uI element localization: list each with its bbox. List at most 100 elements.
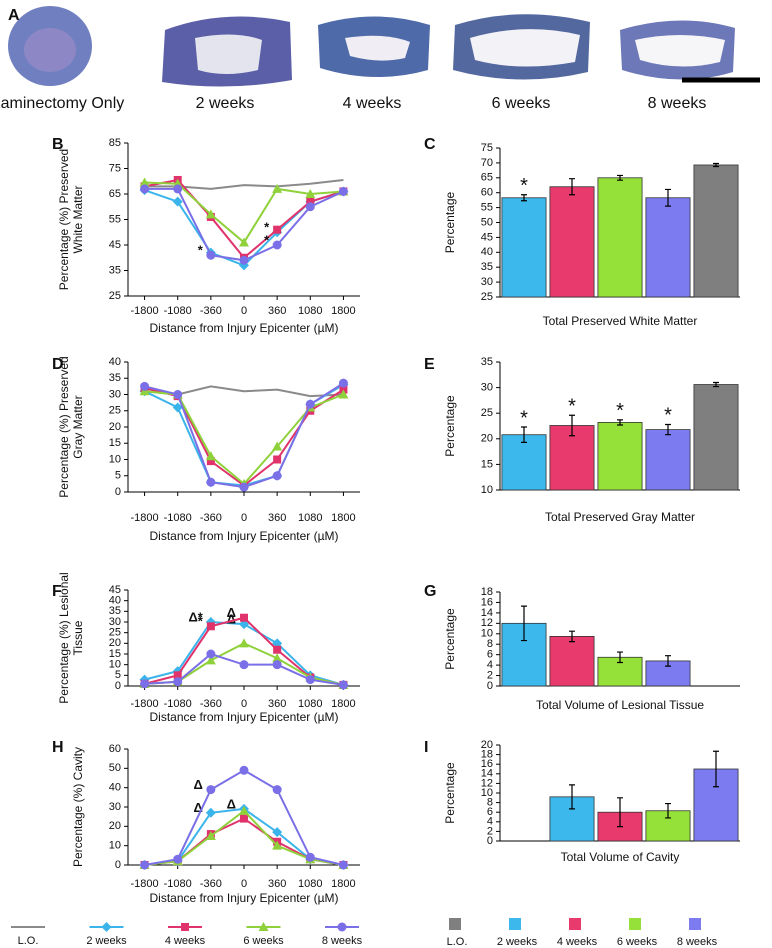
y-axis-label: Tissue: [71, 620, 85, 655]
x-tick-label: -1080: [164, 878, 192, 890]
x-tick-label: 1800: [331, 512, 355, 524]
section-image: [345, 35, 410, 61]
y-tick-label: 50: [109, 762, 121, 774]
marker: [172, 402, 183, 413]
marker: [101, 922, 112, 932]
panel-label: G: [424, 583, 436, 600]
marker: [272, 441, 283, 451]
y-tick-label: 14: [481, 768, 493, 780]
error-bar: [569, 178, 575, 196]
error-bar: [569, 414, 575, 437]
y-tick-label: 0: [487, 680, 493, 692]
y-axis-label: Percentage: [443, 762, 457, 824]
x-tick-label: 0: [241, 512, 247, 524]
annotation: *: [198, 614, 204, 629]
marker: [239, 765, 249, 775]
marker: [140, 184, 150, 194]
y-tick-label: 55: [109, 213, 121, 225]
y-tick-label: 30: [109, 388, 121, 400]
y-tick-label: 35: [109, 264, 121, 276]
marker: [306, 197, 315, 206]
error-bar: [521, 426, 527, 443]
y-tick-label: 8: [487, 638, 493, 650]
panel-label: I: [424, 739, 428, 756]
marker: [206, 649, 216, 659]
panel-label: B: [52, 136, 64, 153]
y-axis-label: Percentage: [443, 608, 457, 670]
y-tick-label: 10: [481, 628, 493, 640]
y-tick-label: 0: [487, 835, 493, 847]
annotation: *: [616, 400, 624, 422]
annotation: *: [568, 396, 576, 418]
error-bar: [665, 423, 671, 436]
marker: [258, 922, 269, 931]
marker: [240, 613, 248, 622]
y-tick-label: 30: [109, 616, 121, 628]
y-tick-label: 4: [487, 816, 493, 828]
legend-swatch: [509, 918, 521, 930]
y-tick-label: 65: [109, 188, 121, 200]
x-tick-label: 1800: [331, 305, 355, 317]
x-axis-label: Total Volume of Lesional Tissue: [536, 698, 704, 712]
x-tick-label: 1080: [298, 512, 322, 524]
chart-panel: C 25 30 35 40 45 50 55 60 65 70 75 Percentage Total P…: [424, 136, 740, 328]
marker: [337, 922, 347, 932]
error-bar: [569, 784, 575, 810]
axes: [127, 362, 360, 493]
legend-label: 4 weeks: [557, 936, 598, 948]
chart-panel: D 0 5 10 15 20 25 30 35 40 Percentage (%) Preserve…: [52, 356, 360, 543]
y-tick-label: 8: [487, 797, 493, 809]
x-axis-label: Distance from Injury Epicenter (µM): [150, 321, 339, 335]
marker: [239, 255, 249, 265]
y-tick-label: 25: [109, 405, 121, 417]
y-tick-label: 75: [481, 142, 493, 154]
marker: [173, 677, 183, 687]
bar: [645, 197, 691, 298]
x-tick-label: -1800: [131, 305, 159, 317]
annotation: *: [520, 407, 528, 429]
annotation: *: [198, 243, 204, 258]
annotation: Δ*: [188, 609, 203, 624]
y-tick-label: 5: [115, 669, 121, 681]
x-tick-label: 1800: [331, 698, 355, 710]
marker: [239, 482, 249, 492]
y-axis-label: Percentage (%) Lesional: [57, 572, 71, 703]
section-image: [195, 34, 262, 74]
annotation: *: [264, 220, 270, 235]
annotation: Δ: [227, 605, 236, 620]
marker: [272, 827, 283, 838]
marker: [272, 840, 283, 850]
y-tick-label: 10: [109, 453, 121, 465]
marker: [205, 807, 216, 818]
marker: [140, 860, 150, 870]
panel-label: C: [424, 136, 436, 153]
bar: [597, 177, 643, 298]
legend-label: 8 weeks: [322, 935, 363, 947]
axes: [127, 143, 360, 297]
marker: [206, 477, 216, 487]
marker: [205, 451, 216, 461]
marker: [305, 189, 316, 198]
x-axis-label: Distance from Injury Epicenter (µM): [150, 710, 339, 724]
annotation: *: [520, 175, 528, 197]
error-bar: [713, 750, 719, 788]
y-tick-label: 25: [481, 291, 493, 303]
marker: [272, 785, 282, 795]
histology-images: [8, 6, 760, 87]
annotation: Δ: [227, 796, 236, 811]
y-tick-label: 16: [481, 758, 493, 770]
y-tick-label: 20: [109, 820, 121, 832]
legend-label: 8 weeks: [677, 936, 718, 948]
x-axis-label: Total Volume of Cavity: [561, 850, 680, 864]
y-axis-label: Percentage (%) Preserved: [57, 356, 71, 497]
x-tick-label: 360: [268, 305, 286, 317]
error-bar: [713, 381, 719, 388]
marker: [305, 852, 315, 862]
legend-swatch: [629, 918, 641, 930]
y-axis-label: White Matter: [71, 185, 85, 253]
y-tick-label: 2: [487, 825, 493, 837]
panel-label: A: [8, 7, 20, 24]
